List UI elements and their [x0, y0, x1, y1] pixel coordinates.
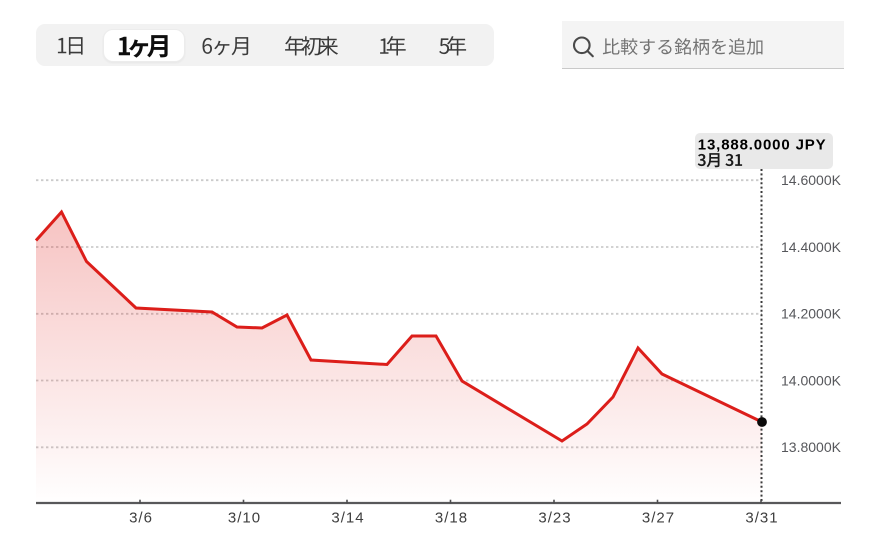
svg-text:3/14: 3/14	[331, 510, 364, 527]
svg-text:3/18: 3/18	[435, 510, 468, 527]
svg-text:3/10: 3/10	[228, 510, 261, 527]
svg-text:14.2000K: 14.2000K	[781, 306, 842, 322]
svg-text:13,888.0000 JPY: 13,888.0000 JPY	[698, 136, 827, 153]
svg-text:14.6000K: 14.6000K	[781, 172, 842, 188]
svg-text:3/23: 3/23	[538, 510, 571, 527]
svg-text:13.8000K: 13.8000K	[781, 439, 842, 455]
svg-text:14.0000K: 14.0000K	[781, 372, 842, 388]
svg-text:3/31: 3/31	[745, 510, 778, 527]
svg-text:14.4000K: 14.4000K	[781, 239, 842, 255]
svg-text:3/27: 3/27	[642, 510, 675, 527]
svg-text:3/6: 3/6	[129, 510, 153, 527]
